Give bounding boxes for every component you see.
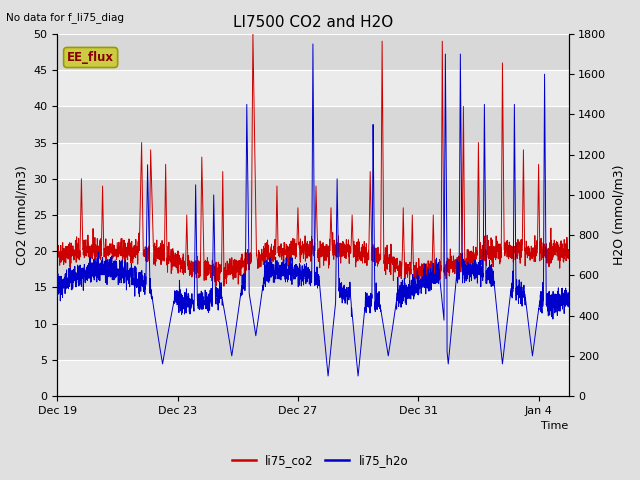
Bar	[58, 107, 568, 143]
Bar	[58, 143, 568, 179]
Bar	[58, 215, 568, 251]
Text: No data for f_li75_diag: No data for f_li75_diag	[6, 12, 124, 23]
X-axis label: Time: Time	[541, 421, 568, 432]
Bar	[58, 251, 568, 288]
Legend: li75_co2, li75_h2o: li75_co2, li75_h2o	[227, 449, 413, 472]
Bar	[58, 324, 568, 360]
Y-axis label: CO2 (mmol/m3): CO2 (mmol/m3)	[15, 165, 28, 265]
Bar	[58, 360, 568, 396]
Bar	[58, 288, 568, 324]
Title: LI7500 CO2 and H2O: LI7500 CO2 and H2O	[233, 15, 393, 30]
Bar	[58, 70, 568, 107]
Bar	[58, 179, 568, 215]
Text: EE_flux: EE_flux	[67, 51, 114, 64]
Y-axis label: H2O (mmol/m3): H2O (mmol/m3)	[612, 165, 625, 265]
Bar	[58, 34, 568, 70]
